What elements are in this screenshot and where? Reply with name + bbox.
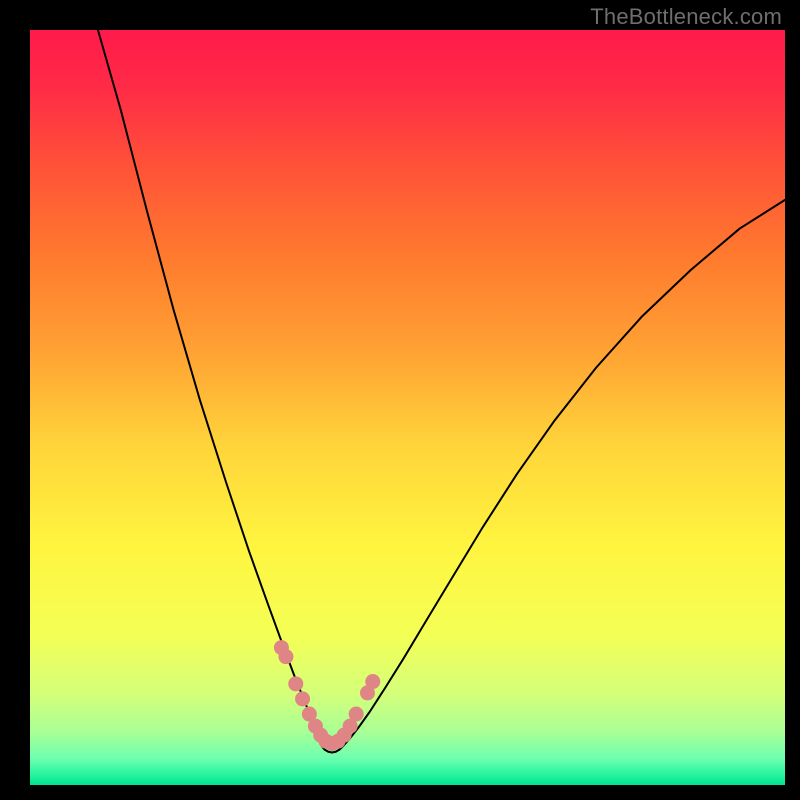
gradient-background: [30, 30, 785, 785]
chart-frame: TheBottleneck.com: [0, 0, 800, 800]
plot-area: [30, 30, 785, 785]
watermark-text: TheBottleneck.com: [590, 4, 782, 30]
